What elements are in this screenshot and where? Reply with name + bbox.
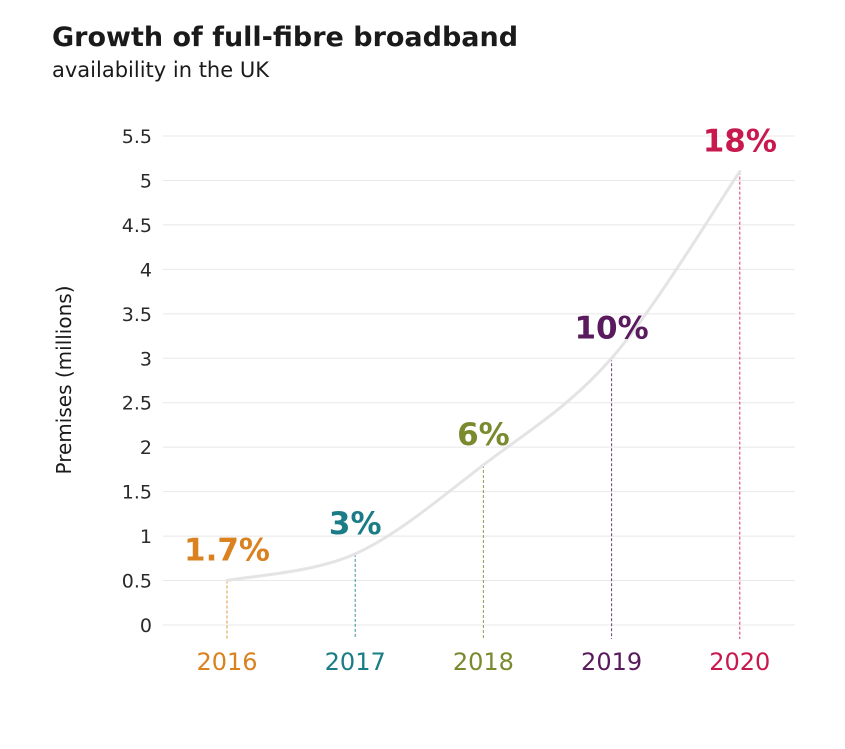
- x-tick-label-2016: 2016: [196, 648, 257, 676]
- y-tick-label: 5: [140, 170, 152, 192]
- x-tick-label-2019: 2019: [581, 648, 642, 676]
- chart-title: Growth of full-fibre broadband: [52, 22, 519, 53]
- data-label-2019: 10%: [574, 310, 648, 346]
- y-tick-label: 0.5: [122, 571, 152, 593]
- y-tick-label: 5.5: [122, 126, 152, 148]
- data-label-2018: 6%: [457, 417, 510, 453]
- chart-subtitle: availability in the UK: [52, 58, 269, 82]
- y-tick-label: 4: [140, 259, 152, 281]
- x-tick-label-2017: 2017: [325, 648, 386, 676]
- y-tick-label: 0: [140, 615, 152, 637]
- x-tick-label-2020: 2020: [709, 648, 770, 676]
- data-label-2016: 1.7%: [184, 533, 270, 569]
- y-tick-label: 4.5: [122, 215, 152, 237]
- data-label-2020: 18%: [703, 124, 777, 160]
- y-tick-label: 2.5: [122, 393, 152, 415]
- y-tick-label: 2: [140, 437, 152, 459]
- y-tick-label: 1: [140, 526, 152, 548]
- growth-line: [225, 170, 742, 583]
- y-tick-label: 3.5: [122, 304, 152, 326]
- y-axis-label: Premises (millions): [52, 286, 76, 475]
- y-tick-label: 1.5: [122, 482, 152, 504]
- data-label-2017: 3%: [329, 506, 382, 542]
- x-tick-label-2018: 2018: [453, 648, 514, 676]
- y-tick-label: 3: [140, 348, 152, 370]
